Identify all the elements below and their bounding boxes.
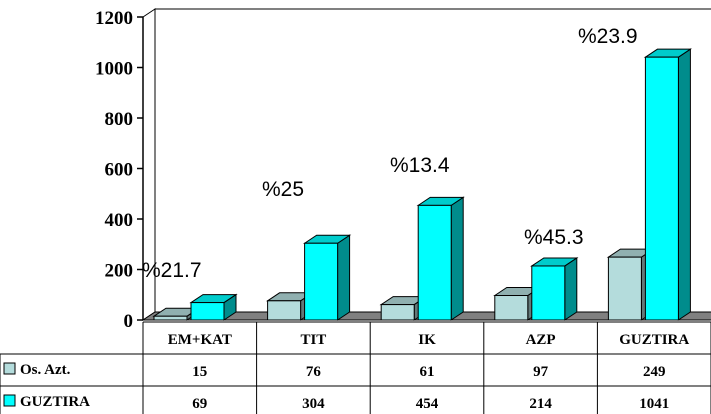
bar-side	[450, 196, 464, 321]
table-cell-value: 1041	[639, 396, 669, 412]
y-tick-label: 400	[105, 210, 134, 231]
percentage-label: %13.4	[390, 154, 450, 177]
table-cell-value: 61	[420, 364, 435, 380]
bar	[153, 315, 188, 321]
table-cell-value: 15	[192, 364, 207, 380]
x-category-label: EM+KAT	[168, 332, 232, 348]
legend-swatch	[3, 394, 16, 407]
bar	[531, 265, 566, 321]
bar	[304, 242, 339, 321]
x-category-label: AZP	[526, 332, 556, 348]
table-cell-value: 76	[306, 364, 322, 380]
bar-side	[337, 234, 351, 321]
bar-side	[677, 48, 691, 321]
bar	[190, 302, 225, 321]
table-cell-value: 454	[416, 396, 439, 412]
table-cell-value: 214	[529, 396, 552, 412]
y-tick-label: 600	[105, 160, 134, 181]
table-cell-value: 97	[533, 364, 549, 380]
legend-label: GUZTIRA	[20, 394, 90, 410]
table-cell-value: 69	[192, 396, 207, 412]
x-category-label: TIT	[300, 332, 326, 348]
percentage-label: %23.9	[578, 25, 638, 48]
legend-label: Os. Azt.	[20, 362, 71, 378]
bar	[494, 295, 529, 321]
x-category-label: IK	[418, 332, 436, 348]
bar	[380, 304, 415, 321]
bar-side	[564, 257, 578, 321]
percentage-label: %21.7	[142, 259, 202, 282]
y-tick-label: 1000	[95, 59, 133, 80]
y-tick-label: 1200	[95, 8, 133, 29]
percentage-label: %45.3	[524, 226, 584, 249]
y-tick-label: 800	[105, 109, 134, 130]
table-cell-value: 249	[643, 364, 666, 380]
percentage-label: %25	[262, 178, 304, 201]
y-tick-label: 200	[105, 261, 134, 282]
x-category-label: GUZTIRA	[619, 332, 689, 348]
bar	[607, 256, 642, 321]
bar	[644, 56, 679, 321]
legend-swatch	[3, 362, 16, 375]
y-tick-label: 0	[124, 311, 134, 332]
bar	[267, 300, 302, 321]
bar	[417, 204, 452, 321]
table-cell-value: 304	[302, 396, 325, 412]
